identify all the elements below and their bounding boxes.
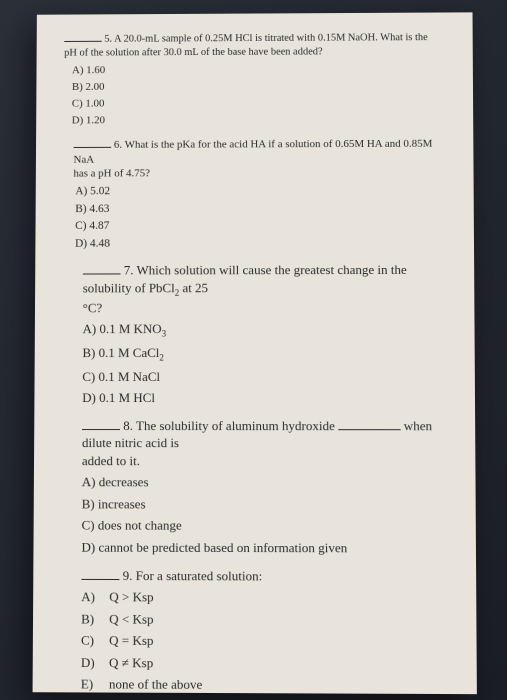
q5-opt-a: A) 1.60 [71,62,450,78]
q7-opt-d: D) 0.1 M HCl [82,389,453,407]
q9-opt-b: B)Q < Ksp [81,610,454,629]
inline-blank [338,420,400,430]
q5-opt-b: B) 2.00 [71,79,450,95]
answer-blank [82,265,120,275]
question-7: 7. Which solution will cause the greates… [82,261,453,407]
q7-a-pre: A) 0.1 M KNO [82,321,161,336]
answer-blank [82,420,120,430]
q8-opt-c: C) does not change [81,517,453,535]
q6-line1: What is the pKa for the acid HA if a sol… [73,138,432,166]
q6-num: 6. [113,139,121,151]
q8-stem: 8. The solubility of aluminum hydroxide … [81,417,452,470]
q9-a-r: Q > Ksp [109,589,153,604]
q9-c-r: Q = Ksp [109,633,153,648]
exam-page: 5. A 20.0-mL sample of 0.25M HCl is titr… [32,12,476,694]
q9-opt-a: A)Q > Ksp [81,588,454,607]
q9-d-r: Q ≠ Ksp [108,655,152,670]
q8-opt-d: D) cannot be predicted based on informat… [81,539,453,558]
q9-d-l: D) [80,654,108,672]
answer-blank [64,32,102,42]
q8-opt-a: A) decreases [81,474,453,492]
q5-opt-d: D) 1.20 [71,112,451,128]
q5-line1: A 20.0-mL sample of 0.25M HCl is titrate… [114,32,428,44]
question-5: 5. A 20.0-mL sample of 0.25M HCl is titr… [83,30,451,128]
q9-e-l: E) [80,675,108,693]
q6-stem: 6. What is the pKa for the acid HA if a … [73,136,451,181]
question-9: 9. For a saturated solution: A)Q > Ksp B… [80,566,454,695]
q6-opt-d: D) 4.48 [75,236,452,252]
q9-b-r: Q < Ksp [109,611,153,626]
answer-blank [81,569,119,579]
q7-unit: °C? [82,300,102,315]
q7-b-sub: 2 [159,353,164,363]
q8-opt-b: B) increases [81,495,453,513]
q9-opt-d: D)Q ≠ Ksp [80,654,454,673]
q5-num: 5. [104,34,112,45]
q7-stem: 7. Which solution will cause the greates… [82,261,452,316]
answer-blank [73,138,111,148]
q7-num: 7. [123,263,133,278]
question-8: 8. The solubility of aluminum hydroxide … [81,417,453,557]
q5-opt-c: C) 1.00 [71,95,450,111]
q9-stem: 9. For a saturated solution: [81,566,454,585]
q6-opt-b: B) 4.63 [75,201,452,217]
q7-sub2: 2 [174,288,179,298]
q7-tail: at 25 [179,280,208,295]
q9-opt-e: E)none of the above [80,675,454,694]
q9-b-l: B) [81,610,109,628]
q6-opt-c: C) 4.87 [75,218,452,234]
q8-l2: added to it. [81,453,139,468]
q6-line2: has a pH of 4.75? [73,168,150,180]
q8-num: 8. [123,418,133,433]
q7-b-pre: B) 0.1 M CaCl [82,345,159,360]
q8-l1a: The solubility of aluminum hydroxide [135,418,334,433]
q5-stem: 5. A 20.0-mL sample of 0.25M HCl is titr… [64,30,451,61]
q9-opt-c: C)Q = Ksp [80,632,453,651]
q9-a-l: A) [81,588,109,606]
question-6: 6. What is the pKa for the acid HA if a … [82,136,451,252]
q9-text: For a saturated solution: [135,567,262,583]
q7-a-sub: 3 [161,329,166,339]
q9-c-l: C) [80,632,108,650]
q6-opt-a: A) 5.02 [75,184,451,200]
q7-opt-b: B) 0.1 M CaCl2 [82,344,452,364]
q5-line2: pH of the solution after 30.0 mL of the … [64,47,322,59]
q7-opt-a: A) 0.1 M KNO3 [82,320,452,340]
q7-opt-c: C) 0.1 M NaCl [82,368,452,386]
q9-num: 9. [122,567,132,582]
q9-e-r: none of the above [108,677,201,693]
